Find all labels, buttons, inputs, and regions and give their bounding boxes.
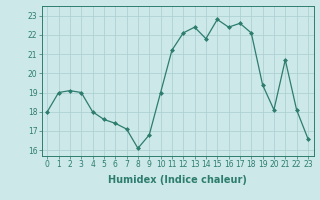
X-axis label: Humidex (Indice chaleur): Humidex (Indice chaleur) bbox=[108, 175, 247, 185]
